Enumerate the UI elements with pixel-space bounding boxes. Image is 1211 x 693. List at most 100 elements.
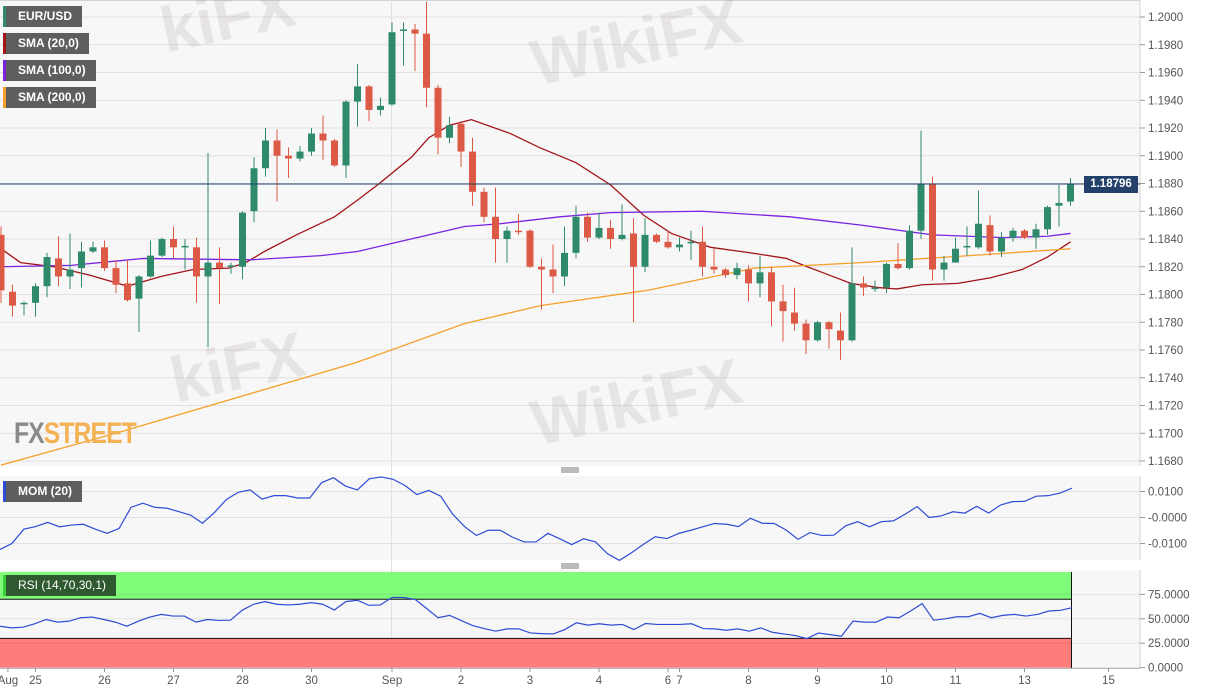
candle [756,255,764,298]
y-tick-label: 1.1800 [1148,290,1183,302]
candle-body [147,255,154,277]
x-tick-label: Sep [382,675,402,687]
candle [457,122,465,167]
candle-body [986,225,994,252]
candle [1067,177,1074,206]
candle [722,268,729,278]
x-tick-label: 25 [29,675,42,687]
candle [239,211,246,280]
legend-sma100[interactable]: SMA (100,0) [3,60,96,81]
candle-body [883,263,890,288]
candle [411,23,419,72]
candle [618,204,626,241]
candle [584,212,591,242]
candle-body [1044,207,1051,230]
candle-body [894,263,902,269]
candle [365,84,373,122]
candle-body [515,230,522,233]
x-tick-label: 10 [880,675,893,687]
mom-line [0,476,1073,562]
candle [434,84,442,155]
candle-body [538,266,545,270]
x-tick-label: 27 [167,675,180,687]
candle-body [66,269,74,277]
candle-body [158,239,166,256]
candle [894,243,902,270]
candle [848,247,856,342]
candle-body [664,241,672,248]
candle [860,276,867,296]
candle-body [78,251,85,269]
candle [1009,227,1017,242]
candle [1032,223,1040,249]
candle-body [457,123,465,152]
candle [768,266,775,327]
candle [342,100,350,178]
candle [469,137,476,206]
candle-body [722,269,729,276]
candle-body [492,216,499,239]
legend-mom[interactable]: MOM (20) [3,481,82,502]
candle [837,312,844,360]
candle-body [837,330,844,341]
candle-body [101,247,108,269]
fxstreet-logo: FXSTREET [14,417,137,451]
candle-body [469,151,476,192]
candle [595,212,603,239]
candle [814,320,821,342]
mom-tick-label: -0.0000 [1148,513,1187,525]
candle-body [227,265,235,267]
candle-body [745,269,752,284]
candle [308,128,315,156]
candle [699,226,706,277]
candle-body [331,140,338,166]
candle-body [411,29,419,34]
legend-eurusd[interactable]: EUR/USD [3,6,83,27]
candle-body [181,245,189,248]
candle-body [1009,230,1017,238]
candle-body [848,283,856,341]
y-tick-label: 1.1840 [1148,234,1183,246]
candle-body [871,287,879,290]
candle [480,187,488,223]
candle [377,97,384,116]
candle-body [756,272,764,284]
candle [549,244,557,294]
candle [572,205,580,259]
candle [193,237,200,303]
candle-body [963,245,971,248]
candle [296,146,304,162]
y-tick-label: 1.1680 [1148,456,1183,468]
y-tick-label: 1.1720 [1148,401,1183,413]
candle-body [216,262,223,269]
candle-body [906,230,913,269]
logo-fx: FX [14,417,45,450]
candle [55,236,62,287]
x-tick-label: 6 [665,675,671,687]
candle-body [998,237,1005,252]
candle-body [825,322,833,330]
candle-body [262,140,269,169]
y-tick-label: 1.1920 [1148,123,1183,135]
x-tick-label: 28 [236,675,249,687]
candle-body [296,151,304,159]
candle-body [1021,230,1028,238]
legend-sma20[interactable]: SMA (20,0) [3,33,89,54]
candle [664,230,672,249]
legend-label: MOM (20) [18,484,72,498]
x-tick-label: 15 [1102,675,1115,687]
candle-body [607,227,614,239]
candle [158,237,166,258]
legend-rsi[interactable]: RSI (14,70,30,1) [3,575,117,596]
candle [676,237,683,252]
x-tick-label: 13 [1018,675,1031,687]
candle [400,22,407,66]
candle-body [55,258,62,277]
candle [66,233,74,289]
candle-body [572,216,580,253]
rsi-tick-label: 25.0000 [1148,638,1190,650]
y-tick-label: 1.1900 [1148,151,1183,163]
legend-sma200[interactable]: SMA (200,0) [3,87,96,108]
candle-body [446,125,453,138]
